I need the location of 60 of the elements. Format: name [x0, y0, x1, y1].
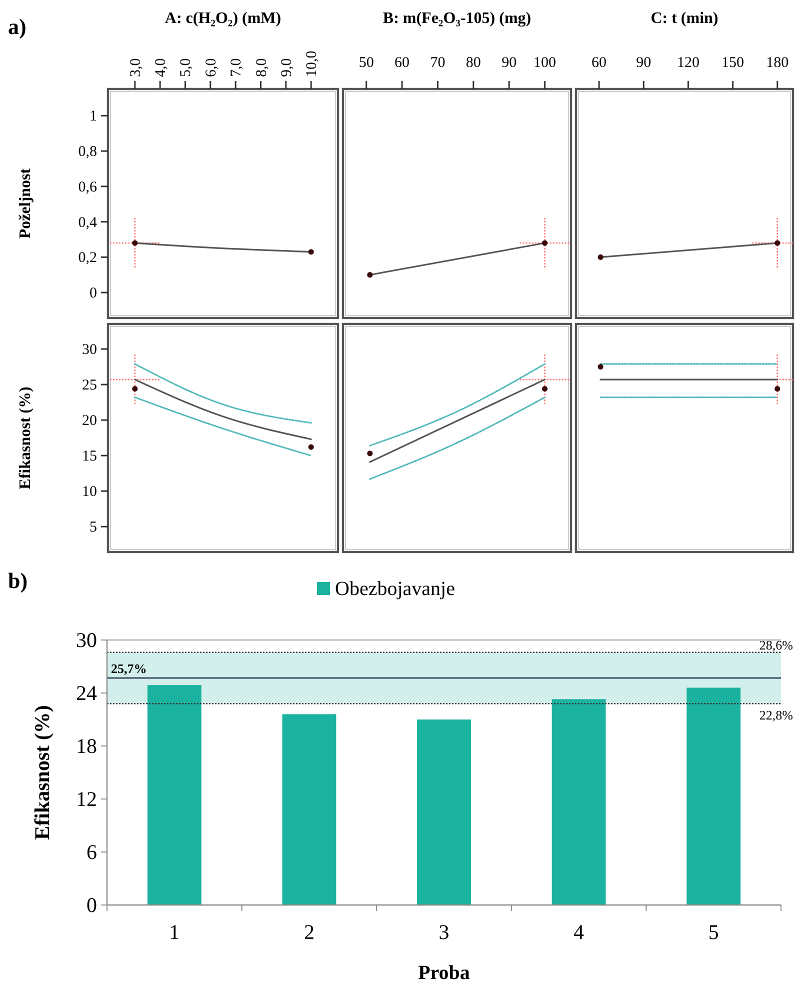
text: b)	[8, 568, 28, 593]
y-tick-label: 0,4	[78, 214, 98, 231]
x-tick-label: 5,0	[178, 58, 194, 77]
y-tick-label: 0,6	[78, 179, 98, 196]
y-axis-title: Poželjnost	[17, 168, 34, 239]
y-tick-label: 15	[82, 448, 97, 465]
x-tick-label: 80	[466, 55, 481, 71]
y-tick-label: 18	[76, 734, 97, 758]
x-tick-label: 60	[394, 55, 410, 71]
y-tick-label: 0	[90, 286, 97, 302]
x-axis-title: A: c(H₂O₂) (mM)	[164, 10, 282, 27]
y-tick-label: 30	[82, 342, 97, 358]
y-tick-label: 0,2	[78, 250, 97, 266]
x-tick-label: 50	[358, 55, 374, 71]
x-tick-label: 10,0	[304, 50, 320, 77]
bar	[552, 699, 606, 905]
x-tick-label: 150	[722, 55, 744, 71]
x-tick-label: 6,0	[203, 58, 220, 77]
x-tick-label: 180	[766, 55, 789, 71]
x-tick-label: 70	[430, 55, 446, 71]
y-tick-label: 0,8	[78, 144, 97, 160]
x-tick-label: 7,0	[228, 58, 245, 77]
y-tick-label: 25	[82, 378, 97, 394]
x-tick-label: 4,0	[153, 58, 170, 77]
x-tick-label: 100	[534, 55, 556, 71]
x-axis-title: B: m(Fe₂O₃-105) (mg)	[382, 10, 532, 27]
x-tick-label: 4	[574, 920, 585, 944]
x-tick-label: 9,0	[278, 58, 295, 77]
text: a)	[8, 14, 26, 39]
x-tick-label: 120	[676, 55, 700, 71]
x-tick-label: 3,0	[128, 58, 144, 77]
bar	[282, 714, 336, 905]
y-tick-label: 10	[82, 484, 97, 500]
x-tick-label: 60	[592, 55, 607, 71]
x-tick-label: 5	[708, 920, 719, 944]
y-tick-label: 0	[86, 893, 97, 917]
y-tick-label: 20	[82, 413, 97, 430]
y-tick-label: 12	[76, 787, 97, 811]
bar	[147, 685, 202, 905]
x-axis-title: C: t (min)	[650, 10, 718, 27]
ref-line-label: 25,7%	[111, 660, 147, 676]
y-tick-label: 1	[90, 108, 97, 125]
y-axis-title: Efikasnost (%)	[17, 386, 34, 490]
x-tick-label: 1	[169, 920, 180, 944]
y-tick-label: 24	[76, 681, 98, 705]
x-tick-label: 90	[502, 55, 517, 71]
ref-line-label: 28,6%	[759, 637, 794, 652]
y-axis-title: Efikasnost (%)	[30, 705, 54, 840]
y-tick-label: 5	[90, 520, 97, 536]
bar	[686, 688, 741, 905]
legend-label: Obezbojavanje	[335, 578, 456, 600]
x-axis-title: Proba	[418, 962, 470, 984]
y-tick-label: 30	[76, 628, 97, 652]
x-tick-label: 8,0	[254, 58, 270, 77]
x-tick-label: 2	[304, 920, 314, 944]
y-tick-label: 6	[86, 840, 97, 864]
x-tick-label: 90	[636, 55, 652, 71]
x-tick-label: 3	[438, 920, 450, 944]
bar	[417, 720, 471, 905]
ref-line-label: 22,8%	[759, 708, 794, 723]
